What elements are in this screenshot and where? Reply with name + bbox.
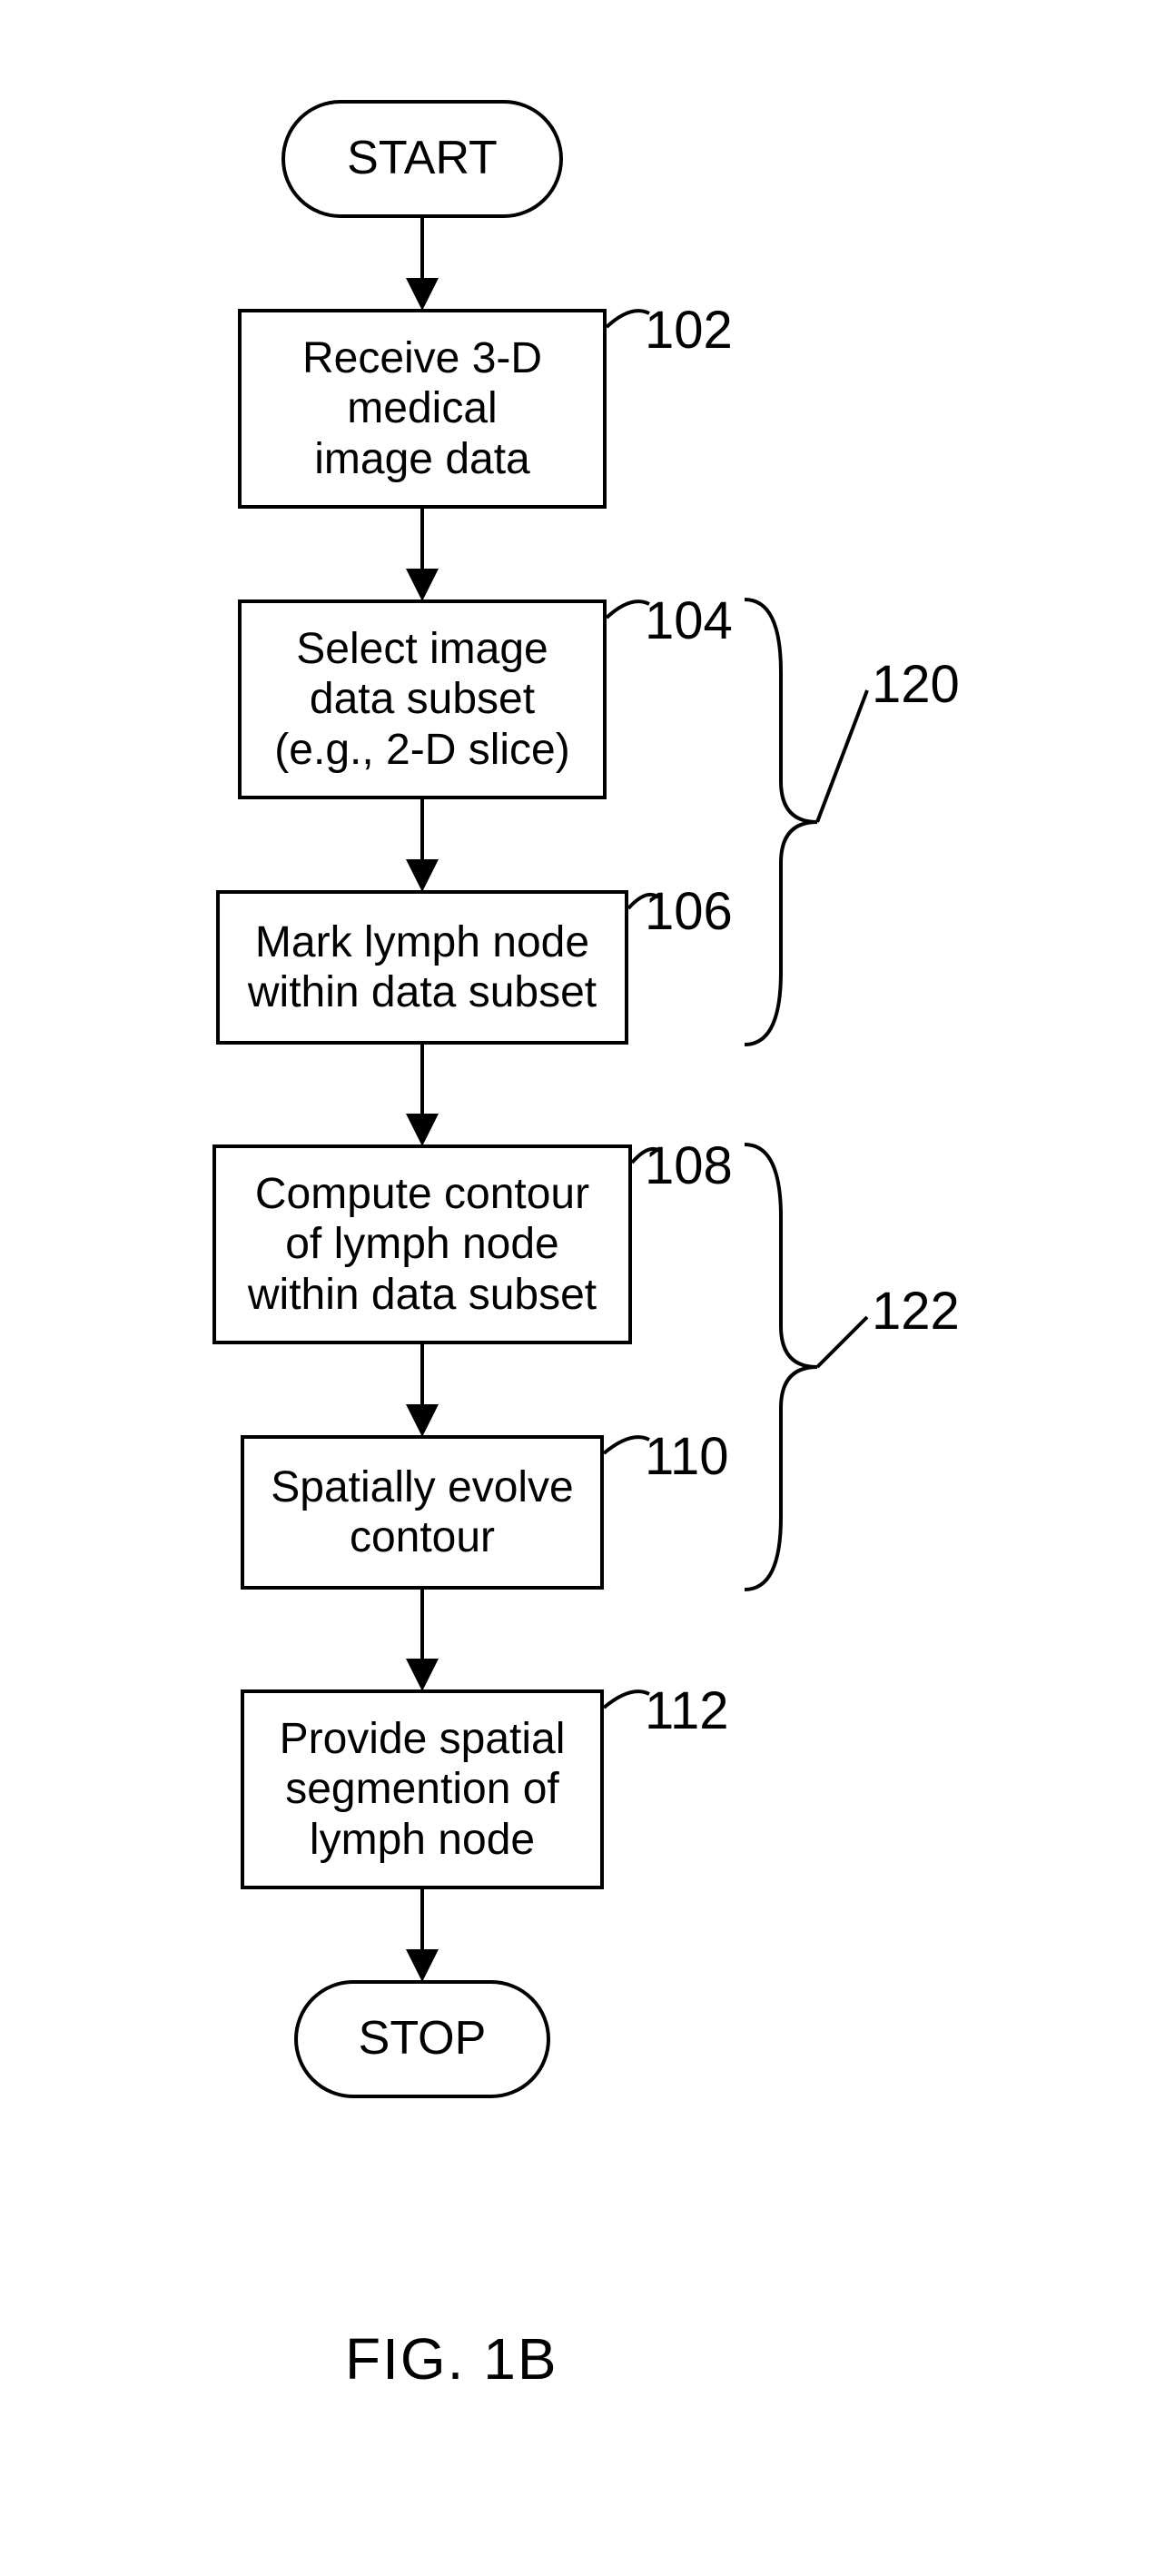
ref-102: 102 [645,300,733,361]
process-106: Mark lymph node within data subset [216,890,628,1045]
ref-108: 108 [645,1135,733,1196]
terminator-stop: STOP [294,1980,550,2098]
start-label: START [347,132,498,186]
process-102-label: Receive 3-D medical image data [302,333,542,484]
ref-106: 106 [645,881,733,942]
process-112: Provide spatial segmention of lymph node [241,1689,604,1889]
process-112-label: Provide spatial segmention of lymph node [280,1714,566,1865]
process-110-label: Spatially evolve contour [271,1462,574,1562]
terminator-start: START [281,100,563,218]
ref-104: 104 [645,590,733,651]
ref-110: 110 [645,1426,728,1487]
ref-112: 112 [645,1680,728,1741]
flowchart-canvas: START Receive 3-D medical image data 102… [0,0,1165,2576]
stop-label: STOP [359,2012,487,2066]
ref-122: 122 [872,1281,960,1342]
figure-title: FIG. 1B [345,2325,558,2393]
process-106-label: Mark lymph node within data subset [248,917,597,1017]
ref-120: 120 [872,654,960,715]
process-104: Select image data subset (e.g., 2-D slic… [238,599,607,799]
process-104-label: Select image data subset (e.g., 2-D slic… [274,624,569,775]
process-108: Compute contour of lymph node within dat… [212,1144,632,1344]
process-108-label: Compute contour of lymph node within dat… [248,1169,597,1320]
process-102: Receive 3-D medical image data [238,309,607,509]
process-110: Spatially evolve contour [241,1435,604,1590]
